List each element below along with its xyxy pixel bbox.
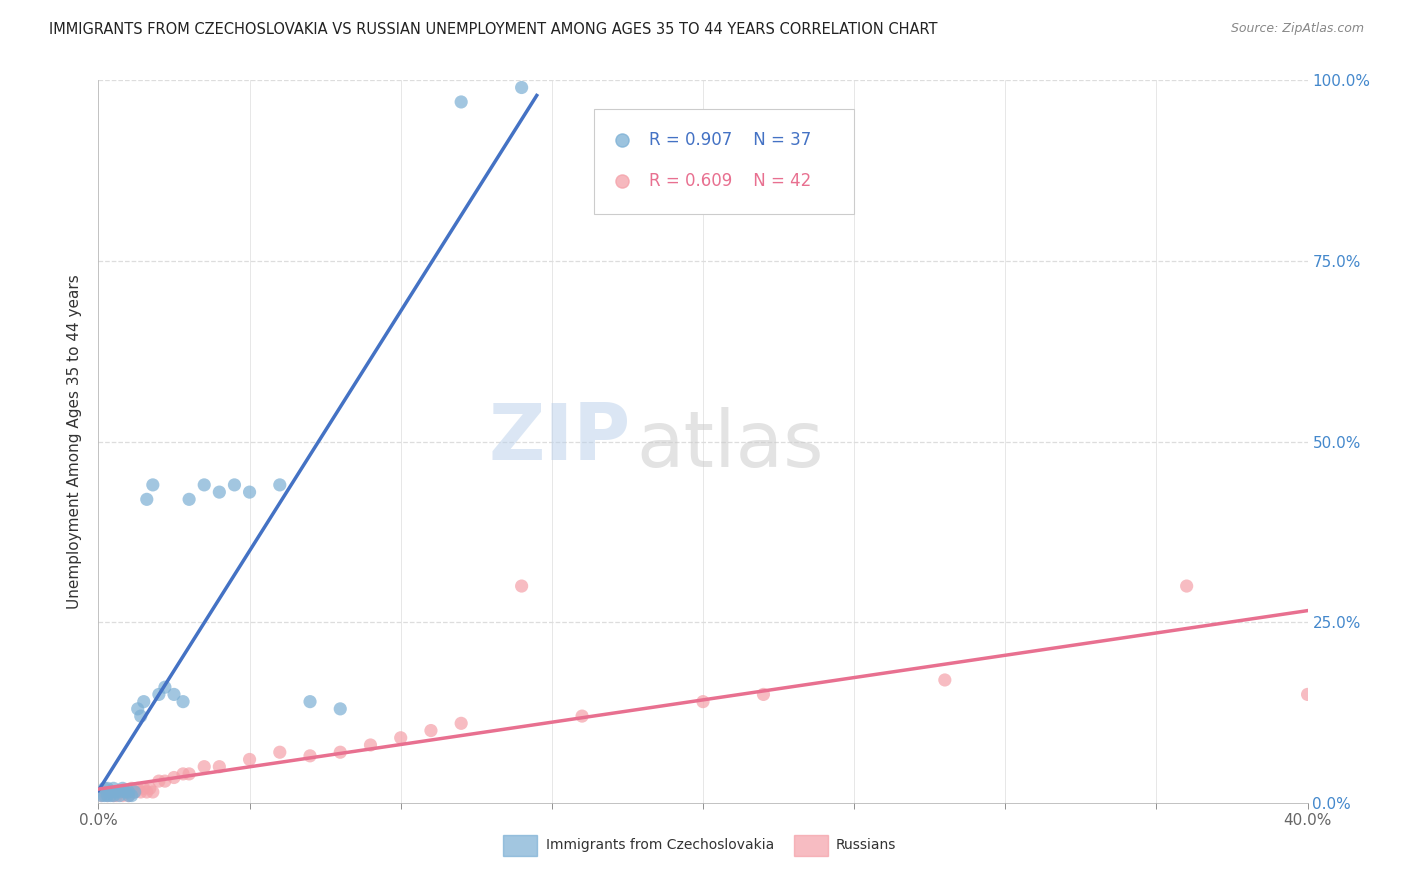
Point <box>114 785 136 799</box>
Point <box>193 760 215 774</box>
Point <box>269 478 291 492</box>
Point <box>692 695 714 709</box>
Point <box>96 789 118 803</box>
Point <box>299 748 322 763</box>
Point <box>299 695 322 709</box>
Point <box>129 709 152 723</box>
FancyBboxPatch shape <box>595 109 855 214</box>
Point <box>510 579 533 593</box>
Point <box>90 789 112 803</box>
Point <box>121 781 143 796</box>
Text: IMMIGRANTS FROM CZECHOSLOVAKIA VS RUSSIAN UNEMPLOYMENT AMONG AGES 35 TO 44 YEARS: IMMIGRANTS FROM CZECHOSLOVAKIA VS RUSSIA… <box>49 22 938 37</box>
Point <box>105 785 128 799</box>
Point <box>450 95 472 109</box>
Text: Source: ZipAtlas.com: Source: ZipAtlas.com <box>1230 22 1364 36</box>
Point <box>103 785 125 799</box>
Point <box>100 785 122 799</box>
Point <box>90 789 112 803</box>
Point <box>193 478 215 492</box>
Point <box>108 785 131 799</box>
Point <box>93 781 115 796</box>
Point <box>224 478 246 492</box>
Text: atlas: atlas <box>637 407 824 483</box>
Point <box>100 785 122 799</box>
Point <box>124 785 146 799</box>
Point <box>127 702 149 716</box>
Point <box>118 785 141 799</box>
Point <box>142 478 165 492</box>
Point <box>1396 133 1406 147</box>
Text: Russians: Russians <box>837 838 897 853</box>
Point <box>1296 687 1319 701</box>
Point <box>329 745 352 759</box>
Point <box>135 492 157 507</box>
Bar <box>503 835 537 855</box>
Point <box>100 789 122 803</box>
Point <box>208 760 231 774</box>
Point <box>571 709 593 723</box>
Point <box>108 785 131 799</box>
Point <box>420 723 443 738</box>
Point <box>121 789 143 803</box>
Point <box>450 716 472 731</box>
Point <box>153 774 176 789</box>
Point <box>118 789 141 803</box>
Point <box>111 789 134 803</box>
Point <box>148 687 170 701</box>
Point <box>103 789 125 803</box>
Point <box>142 785 165 799</box>
Point <box>1396 174 1406 188</box>
Point <box>103 781 125 796</box>
Y-axis label: Unemployment Among Ages 35 to 44 years: Unemployment Among Ages 35 to 44 years <box>67 274 83 609</box>
Point <box>172 767 194 781</box>
Text: R = 0.609    N = 42: R = 0.609 N = 42 <box>648 172 811 190</box>
Bar <box>793 835 828 855</box>
Point <box>172 695 194 709</box>
Point <box>118 785 141 799</box>
Point <box>934 673 956 687</box>
Point <box>153 680 176 694</box>
Point <box>1175 579 1198 593</box>
Point <box>96 789 118 803</box>
Point <box>96 781 118 796</box>
Point <box>93 789 115 803</box>
Point <box>135 785 157 799</box>
Point <box>179 492 201 507</box>
Point <box>111 781 134 796</box>
Point <box>132 781 155 796</box>
Text: Immigrants from Czechoslovakia: Immigrants from Czechoslovakia <box>546 838 775 853</box>
Point <box>208 485 231 500</box>
Point <box>93 785 115 799</box>
Point <box>114 785 136 799</box>
Point <box>132 695 155 709</box>
Point <box>103 789 125 803</box>
Point <box>124 785 146 799</box>
Point <box>179 767 201 781</box>
Point <box>163 771 186 785</box>
Point <box>105 789 128 803</box>
Point <box>163 687 186 701</box>
Point <box>239 485 262 500</box>
Point <box>129 785 152 799</box>
Point <box>148 774 170 789</box>
Point <box>329 702 352 716</box>
Point <box>139 781 162 796</box>
Text: R = 0.907    N = 37: R = 0.907 N = 37 <box>648 131 811 149</box>
Point <box>510 80 533 95</box>
Text: ZIP: ZIP <box>488 400 630 476</box>
Point <box>127 781 149 796</box>
Point <box>360 738 382 752</box>
Point <box>269 745 291 759</box>
Point <box>118 789 141 803</box>
Point <box>239 752 262 766</box>
Point <box>752 687 775 701</box>
Point <box>108 789 131 803</box>
Point <box>389 731 412 745</box>
